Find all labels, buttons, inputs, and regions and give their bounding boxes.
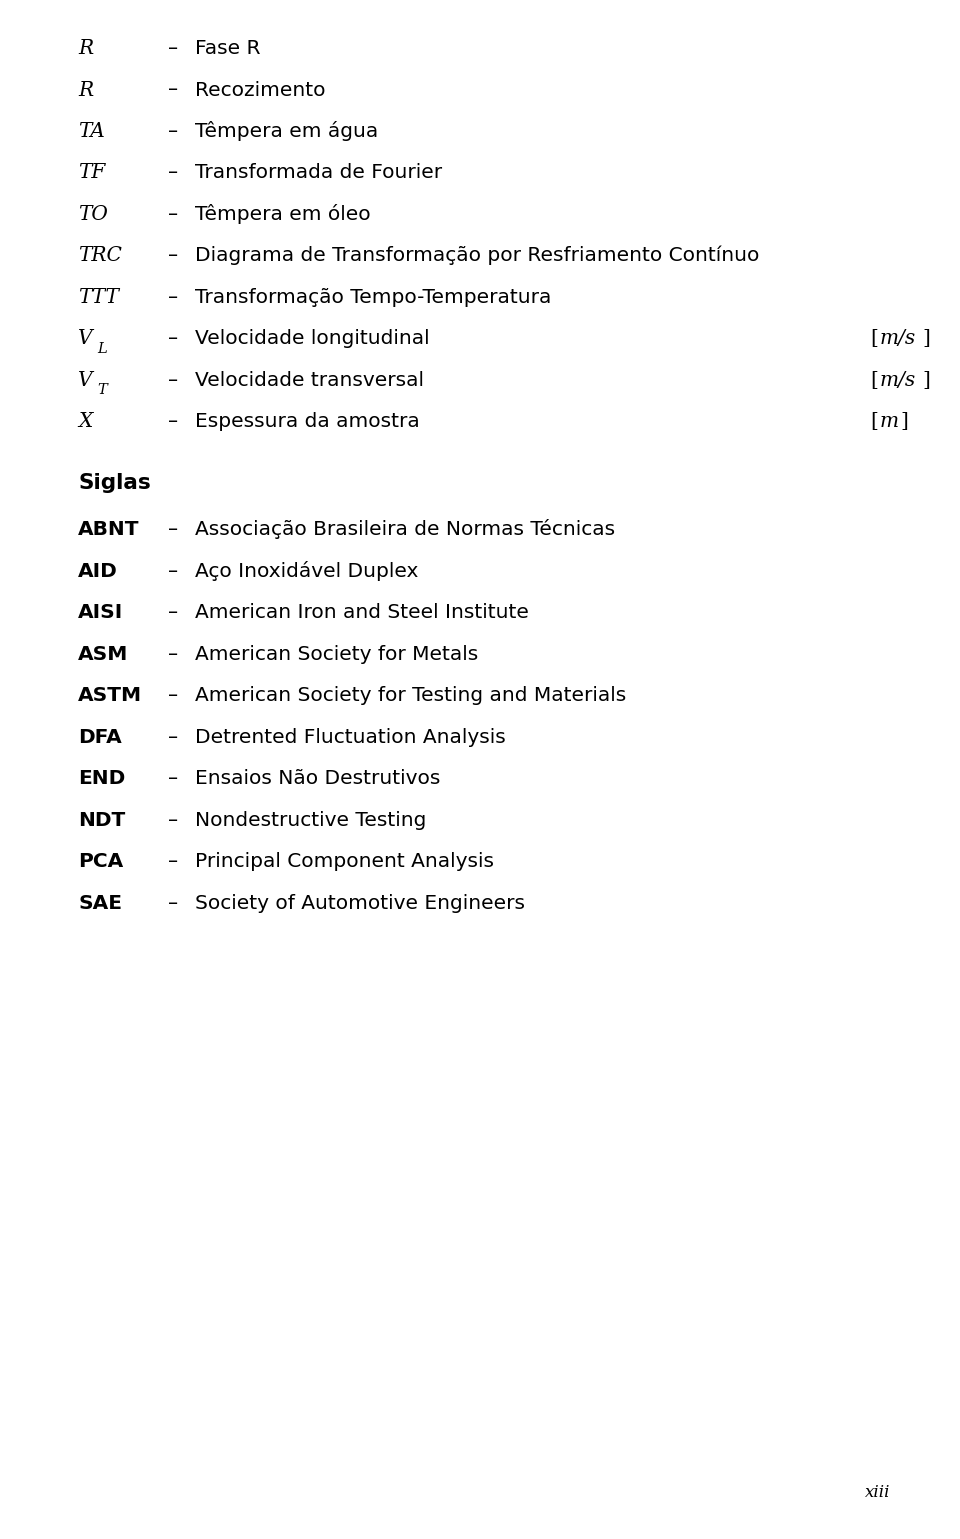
Text: TA: TA — [78, 122, 105, 142]
Text: –: – — [168, 728, 179, 746]
Text: Siglas: Siglas — [78, 474, 151, 494]
Text: Nondestructive Testing: Nondestructive Testing — [195, 811, 426, 830]
Text: American Society for Testing and Materials: American Society for Testing and Materia… — [195, 686, 626, 705]
Text: Fase R: Fase R — [195, 38, 260, 58]
Text: –: – — [168, 329, 179, 348]
Text: –: – — [168, 770, 179, 788]
Text: Recozimento: Recozimento — [195, 80, 325, 100]
Text: END: END — [78, 770, 125, 788]
Text: Velocidade transversal: Velocidade transversal — [195, 371, 424, 389]
Text: –: – — [168, 288, 179, 306]
Text: Detrented Fluctuation Analysis: Detrented Fluctuation Analysis — [195, 728, 506, 746]
Text: DFA: DFA — [78, 728, 122, 746]
Text: ASTM: ASTM — [78, 686, 142, 705]
Text: [: [ — [870, 371, 877, 389]
Text: –: – — [168, 853, 179, 871]
Text: ASM: ASM — [78, 645, 129, 663]
Text: –: – — [168, 645, 179, 663]
Text: R: R — [78, 80, 93, 100]
Text: –: – — [168, 412, 179, 431]
Text: American Society for Metals: American Society for Metals — [195, 645, 478, 663]
Text: –: – — [168, 686, 179, 705]
Text: ABNT: ABNT — [78, 520, 139, 540]
Text: SAE: SAE — [78, 894, 122, 913]
Text: –: – — [168, 246, 179, 266]
Text: ]: ] — [922, 329, 930, 348]
Text: ]: ] — [922, 371, 930, 389]
Text: TO: TO — [78, 205, 108, 225]
Text: xiii: xiii — [865, 1484, 890, 1501]
Text: –: – — [168, 811, 179, 830]
Text: ]: ] — [900, 412, 908, 431]
Text: Velocidade longitudinal: Velocidade longitudinal — [195, 329, 430, 348]
Text: Principal Component Analysis: Principal Component Analysis — [195, 853, 494, 871]
Text: –: – — [168, 122, 179, 142]
Text: Têmpera em água: Têmpera em água — [195, 122, 378, 142]
Text: Aço Inoxidável Duplex: Aço Inoxidável Duplex — [195, 562, 419, 582]
Text: NDT: NDT — [78, 811, 125, 830]
Text: Transformação Tempo-Temperatura: Transformação Tempo-Temperatura — [195, 288, 551, 306]
Text: [: [ — [870, 329, 877, 348]
Text: Society of Automotive Engineers: Society of Automotive Engineers — [195, 894, 525, 913]
Text: –: – — [168, 38, 179, 58]
Text: –: – — [168, 163, 179, 183]
Text: Transformada de Fourier: Transformada de Fourier — [195, 163, 443, 183]
Text: T: T — [98, 383, 108, 397]
Text: V: V — [78, 371, 92, 389]
Text: m/s: m/s — [880, 371, 916, 389]
Text: AID: AID — [78, 562, 118, 582]
Text: Espessura da amostra: Espessura da amostra — [195, 412, 420, 431]
Text: –: – — [168, 562, 179, 582]
Text: –: – — [168, 894, 179, 913]
Text: Diagrama de Transformação por Resfriamento Contínuo: Diagrama de Transformação por Resfriamen… — [195, 246, 759, 266]
Text: –: – — [168, 520, 179, 540]
Text: R: R — [78, 38, 93, 58]
Text: Associação Brasileira de Normas Técnicas: Associação Brasileira de Normas Técnicas — [195, 520, 615, 540]
Text: –: – — [168, 603, 179, 622]
Text: m: m — [880, 412, 900, 431]
Text: TTT: TTT — [78, 288, 119, 306]
Text: TRC: TRC — [78, 246, 122, 266]
Text: –: – — [168, 371, 179, 389]
Text: TF: TF — [78, 163, 106, 183]
Text: Ensaios Não Destrutivos: Ensaios Não Destrutivos — [195, 770, 441, 788]
Text: American Iron and Steel Institute: American Iron and Steel Institute — [195, 603, 529, 622]
Text: AISI: AISI — [78, 603, 123, 622]
Text: –: – — [168, 80, 179, 100]
Text: PCA: PCA — [78, 853, 123, 871]
Text: m/s: m/s — [880, 329, 916, 348]
Text: Têmpera em óleo: Têmpera em óleo — [195, 205, 371, 225]
Text: X: X — [78, 412, 92, 431]
Text: L: L — [98, 342, 108, 356]
Text: [: [ — [870, 412, 877, 431]
Text: V: V — [78, 329, 92, 348]
Text: –: – — [168, 205, 179, 225]
